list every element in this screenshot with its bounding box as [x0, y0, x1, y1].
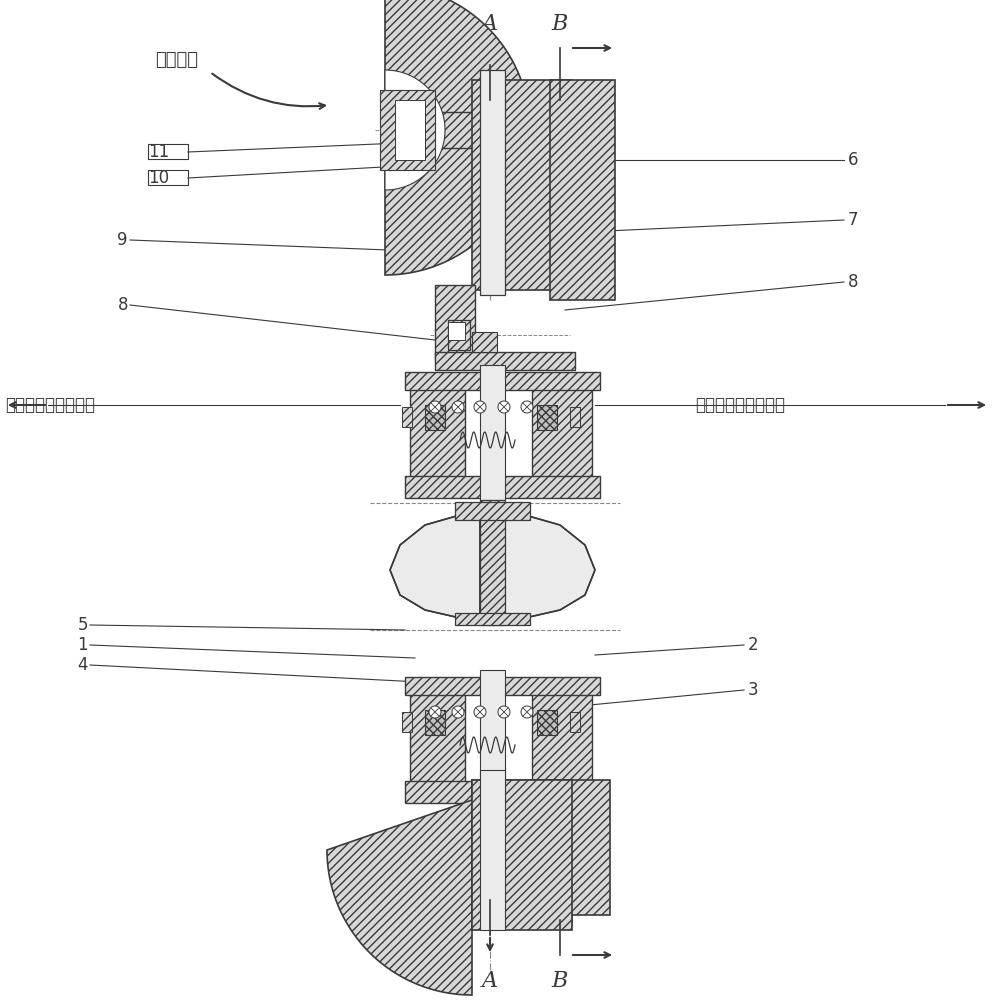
Text: B: B	[552, 13, 569, 35]
Text: 7: 7	[848, 211, 859, 229]
Bar	[385, 112, 490, 148]
Text: 10: 10	[148, 169, 169, 187]
Bar	[455, 502, 530, 520]
Polygon shape	[385, 70, 445, 190]
Text: 9: 9	[117, 231, 128, 249]
Text: 4: 4	[78, 656, 88, 674]
Bar	[570, 712, 580, 732]
Polygon shape	[327, 800, 472, 995]
Text: 5: 5	[78, 616, 88, 634]
Text: 8: 8	[117, 296, 128, 314]
Bar	[532, 690, 592, 785]
Bar	[405, 677, 600, 695]
Bar	[395, 100, 425, 160]
Text: 11: 11	[148, 143, 169, 161]
Text: 氮气出口（低压区）: 氮气出口（低压区）	[695, 396, 785, 414]
Bar	[402, 407, 412, 427]
Bar	[532, 385, 592, 480]
Text: 氮气出口（低压区）: 氮气出口（低压区）	[5, 396, 95, 414]
Bar	[472, 332, 497, 352]
Text: 6: 6	[848, 151, 859, 169]
Circle shape	[429, 706, 441, 718]
Bar	[405, 781, 600, 803]
Text: 氮气进口: 氮气进口	[155, 51, 198, 69]
Text: A: A	[482, 13, 498, 35]
Text: B: B	[552, 970, 569, 992]
Bar	[380, 90, 435, 170]
Bar	[405, 476, 600, 498]
Bar	[435, 285, 475, 360]
Bar	[425, 710, 445, 735]
Bar	[570, 407, 580, 427]
Circle shape	[429, 401, 441, 413]
Circle shape	[474, 706, 486, 718]
Text: 1: 1	[78, 636, 88, 654]
Circle shape	[521, 706, 533, 718]
Bar	[550, 80, 615, 300]
Circle shape	[498, 706, 510, 718]
Bar	[410, 690, 465, 785]
Bar	[480, 500, 505, 625]
Bar	[410, 385, 465, 480]
Bar	[480, 70, 505, 295]
Text: A: A	[482, 970, 498, 992]
Bar	[402, 712, 412, 732]
Circle shape	[521, 401, 533, 413]
Bar	[472, 780, 572, 930]
Text: 8: 8	[848, 273, 859, 291]
Circle shape	[452, 706, 464, 718]
Bar	[425, 405, 445, 430]
Bar	[537, 710, 557, 735]
Bar	[480, 365, 505, 500]
Bar	[480, 770, 505, 930]
Bar	[472, 80, 572, 290]
Bar	[448, 322, 465, 340]
Bar	[550, 780, 610, 915]
Bar	[480, 670, 505, 805]
Bar	[435, 352, 575, 370]
Circle shape	[498, 401, 510, 413]
Text: 2: 2	[748, 636, 758, 654]
Circle shape	[474, 401, 486, 413]
Polygon shape	[390, 515, 480, 618]
Circle shape	[452, 401, 464, 413]
Bar	[537, 405, 557, 430]
Polygon shape	[505, 515, 595, 618]
Bar	[455, 613, 530, 625]
Bar	[448, 320, 470, 350]
Polygon shape	[385, 0, 530, 275]
Bar	[472, 780, 572, 925]
Bar	[405, 372, 600, 390]
Text: 3: 3	[748, 681, 758, 699]
